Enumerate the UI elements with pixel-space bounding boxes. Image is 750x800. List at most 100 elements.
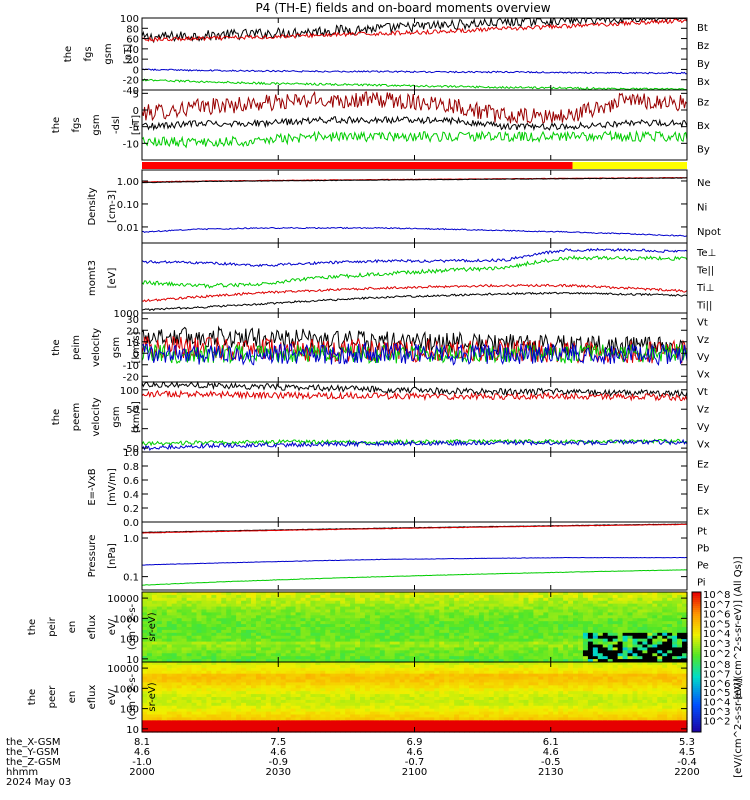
heat-cell xyxy=(310,594,316,599)
heat-cell xyxy=(464,650,470,654)
heat-cell xyxy=(503,644,510,649)
heat-cell xyxy=(211,635,217,640)
heat-cell xyxy=(335,711,341,716)
heat-cell xyxy=(543,594,549,599)
heat-cell xyxy=(553,612,559,616)
heat-cell xyxy=(300,717,307,721)
heat-cell xyxy=(404,656,411,660)
heat-cell xyxy=(573,629,579,634)
heat-cell xyxy=(563,612,569,616)
heat-cell xyxy=(488,702,495,707)
heat-cell xyxy=(246,723,252,727)
heat-cell xyxy=(191,641,198,646)
heat-cell xyxy=(409,638,416,643)
heat-cell xyxy=(201,667,207,672)
heat-cell xyxy=(672,609,678,614)
heat-cell xyxy=(508,606,515,611)
heat-cell xyxy=(161,629,168,634)
heat-cell xyxy=(320,685,326,689)
heat-cell xyxy=(553,664,559,669)
heat-cell xyxy=(389,635,396,640)
heat-cell xyxy=(231,714,237,719)
heat-cell xyxy=(330,653,336,657)
heat-cell xyxy=(488,714,495,719)
heat-cell xyxy=(568,629,574,634)
heat-cell xyxy=(528,714,534,719)
y-tick-label: -20 xyxy=(123,372,139,383)
heat-cell xyxy=(142,691,148,695)
heat-cell xyxy=(424,726,430,730)
heat-cell xyxy=(206,670,212,675)
heat-cell xyxy=(488,594,495,599)
heat-cell xyxy=(582,600,589,605)
heat-cell xyxy=(196,650,203,654)
heat-cell xyxy=(493,682,500,686)
heat-cell xyxy=(533,615,539,619)
heat-cell xyxy=(553,717,559,721)
heat-cell xyxy=(350,697,356,701)
heat-cell xyxy=(265,644,272,649)
heat-cell xyxy=(191,627,198,631)
heat-cell xyxy=(211,720,217,724)
heat-cell xyxy=(647,638,653,643)
heat-cell xyxy=(523,691,530,695)
heat-cell xyxy=(404,644,411,649)
heat-cell xyxy=(578,629,584,634)
heat-cell xyxy=(543,615,549,619)
heat-cell xyxy=(196,653,203,657)
heat-cell xyxy=(335,723,341,727)
heat-cell xyxy=(340,717,346,721)
heat-cell xyxy=(424,679,430,684)
y-axis-label-line: eflux xyxy=(87,615,98,640)
heat-cell xyxy=(607,597,614,602)
heat-cell xyxy=(231,662,237,666)
heat-cell xyxy=(280,659,287,663)
heat-cell xyxy=(483,621,490,625)
heat-cell xyxy=(379,711,386,716)
heat-cell xyxy=(647,606,653,611)
heat-cell xyxy=(320,729,326,733)
heat-cell xyxy=(186,702,193,707)
legend-Ti⊥: Ti⊥ xyxy=(696,283,714,294)
heat-cell xyxy=(156,650,163,654)
heat-cell xyxy=(201,641,207,646)
heat-cell xyxy=(573,635,579,640)
heat-cell xyxy=(191,621,198,625)
heat-cell xyxy=(151,629,158,634)
heat-cell xyxy=(325,694,331,698)
heat-cell xyxy=(335,691,341,695)
heat-cell xyxy=(290,667,297,672)
heat-cell xyxy=(226,729,232,733)
heat-cell xyxy=(548,629,554,634)
heat-cell xyxy=(275,641,282,646)
heat-cell xyxy=(563,600,569,605)
heat-cell xyxy=(320,699,326,704)
heat-cell xyxy=(483,708,490,713)
heat-cell xyxy=(290,597,297,602)
heat-cell xyxy=(419,632,425,637)
heat-cell xyxy=(335,685,341,689)
heat-cell xyxy=(558,702,564,707)
heat-cell xyxy=(176,632,183,637)
heat-cell xyxy=(478,600,485,605)
heat-cell xyxy=(355,659,361,663)
heat-cell xyxy=(231,641,237,646)
heat-cell xyxy=(345,621,351,625)
heat-cell xyxy=(265,592,272,596)
heat-cell xyxy=(151,705,158,710)
heat-cell xyxy=(384,621,391,625)
heat-cell xyxy=(270,621,277,625)
heat-cell xyxy=(404,711,411,716)
heat-cell xyxy=(469,697,475,701)
heat-cell xyxy=(518,682,525,686)
heat-cell xyxy=(612,594,619,599)
heat-cell xyxy=(493,670,500,675)
heat-cell xyxy=(280,726,287,730)
heat-cell xyxy=(473,592,480,596)
heat-cell xyxy=(533,679,539,684)
heat-cell xyxy=(488,629,495,634)
heat-cell xyxy=(166,676,173,681)
heat-cell xyxy=(166,641,173,646)
heat-cell xyxy=(483,699,490,704)
heat-cell xyxy=(434,656,440,660)
